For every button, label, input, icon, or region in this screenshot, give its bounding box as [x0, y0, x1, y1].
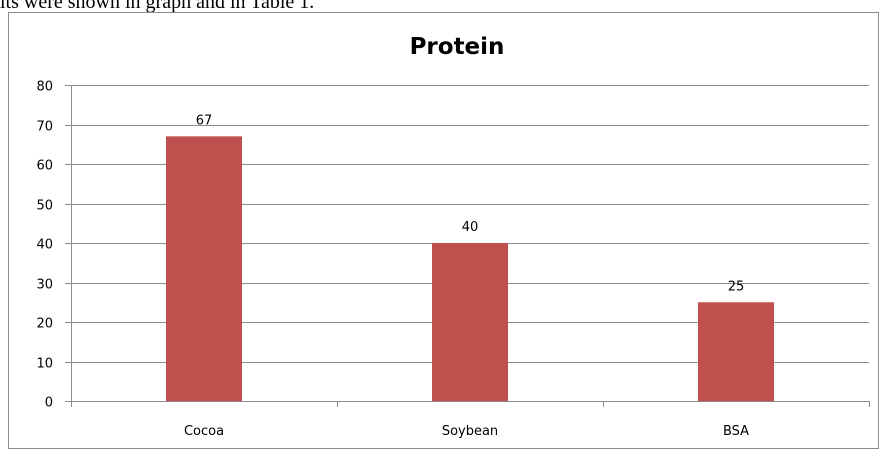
data-label: 25 [728, 279, 745, 294]
y-tick-label: 80 [36, 80, 53, 95]
y-tick-label: 60 [36, 159, 53, 174]
bar-cocoa [166, 136, 242, 401]
data-label: 40 [462, 220, 479, 235]
y-tick-label: 40 [36, 238, 53, 253]
y-tick-label: 30 [36, 278, 53, 293]
axes [71, 85, 870, 407]
document-text-line: lts were shown in graph and in Table 1. [0, 0, 315, 13]
y-tick-label: 70 [36, 120, 53, 135]
y-tick-label: 50 [36, 199, 53, 214]
x-tick-label: BSA [723, 424, 749, 439]
y-axis-tick-labels: 0 10 20 30 40 50 60 70 80 [36, 80, 53, 411]
y-tick-label: 10 [36, 357, 53, 372]
data-labels: 67 40 25 [196, 113, 745, 294]
x-tick-label: Cocoa [184, 424, 224, 439]
bar-chart: Protein 0 10 20 30 40 50 60 70 80 67 40 25 Cocoa So… [36, 34, 870, 439]
x-axis-tick-labels: Cocoa Soybean BSA [184, 424, 749, 439]
chart-title: Protein [410, 34, 505, 60]
data-label: 67 [196, 113, 213, 128]
bar-bsa [698, 302, 774, 401]
y-tick-label: 20 [36, 317, 53, 332]
bar-soybean [432, 243, 508, 401]
y-tick-label: 0 [45, 396, 53, 411]
x-tick-label: Soybean [442, 424, 498, 439]
bars [166, 136, 774, 401]
chart-frame: Protein 0 10 20 30 40 50 60 70 80 67 40 25 Cocoa So… [8, 12, 879, 449]
